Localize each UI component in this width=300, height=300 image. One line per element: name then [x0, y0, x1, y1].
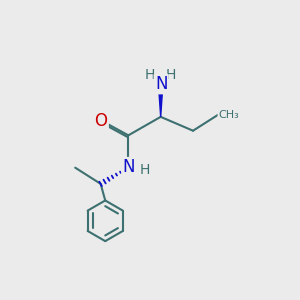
Text: H: H — [145, 68, 155, 82]
Text: O: O — [94, 112, 108, 130]
Text: H: H — [166, 68, 176, 82]
Text: CH₃: CH₃ — [218, 110, 239, 119]
Text: N: N — [155, 75, 167, 93]
Text: N: N — [123, 158, 135, 176]
Text: H: H — [139, 164, 150, 177]
Polygon shape — [158, 80, 163, 117]
